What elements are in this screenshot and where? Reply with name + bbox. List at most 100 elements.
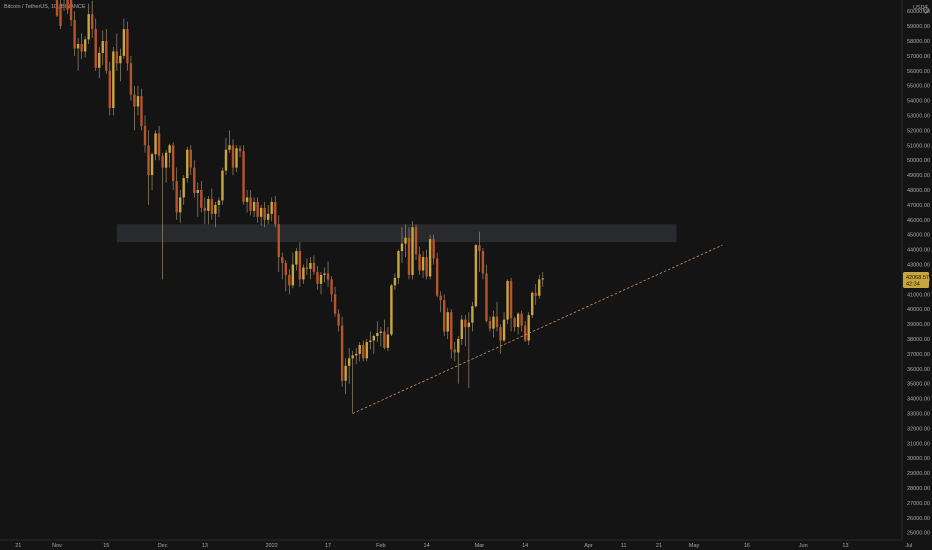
candle[interactable] <box>312 255 316 275</box>
candle[interactable] <box>397 249 400 284</box>
candle[interactable] <box>386 327 390 351</box>
candle[interactable] <box>379 327 383 347</box>
candle[interactable] <box>326 261 330 287</box>
resistance-zone[interactable] <box>116 224 677 243</box>
candle[interactable] <box>407 227 411 280</box>
candle[interactable] <box>207 195 210 225</box>
candle[interactable] <box>235 145 238 173</box>
candle[interactable] <box>355 347 358 365</box>
candle[interactable] <box>495 301 499 332</box>
candle[interactable] <box>369 331 372 350</box>
candle[interactable] <box>541 271 544 287</box>
candle[interactable] <box>274 195 277 228</box>
candle[interactable] <box>284 260 287 292</box>
candle[interactable] <box>115 33 119 71</box>
candle[interactable] <box>133 85 136 131</box>
candle[interactable] <box>231 139 235 176</box>
candle[interactable] <box>464 315 467 347</box>
ascending-trendline[interactable] <box>352 244 723 414</box>
candle[interactable] <box>94 18 97 71</box>
candle[interactable] <box>330 276 333 302</box>
candle[interactable] <box>91 0 94 39</box>
candle[interactable] <box>362 340 365 362</box>
candle[interactable] <box>365 339 368 362</box>
candle[interactable] <box>80 33 83 59</box>
candle[interactable] <box>259 204 263 226</box>
candle[interactable] <box>492 310 495 338</box>
candle[interactable] <box>457 336 460 384</box>
candle[interactable] <box>228 130 231 153</box>
resistance-zone-box[interactable] <box>116 224 677 243</box>
candle[interactable] <box>520 310 523 332</box>
candle[interactable] <box>263 201 266 228</box>
candle[interactable] <box>295 248 298 271</box>
candle[interactable] <box>119 48 122 82</box>
candle[interactable] <box>425 249 428 280</box>
candle[interactable] <box>196 182 199 217</box>
candle[interactable] <box>203 197 207 225</box>
candle[interactable] <box>161 152 164 280</box>
candle[interactable] <box>288 268 291 295</box>
candle[interactable] <box>340 316 344 387</box>
candle[interactable] <box>485 264 488 323</box>
candlestick-series[interactable] <box>55 0 544 414</box>
candle[interactable] <box>101 30 104 65</box>
candle[interactable] <box>83 36 87 58</box>
candle[interactable] <box>509 277 513 332</box>
candle[interactable] <box>175 167 178 220</box>
candle[interactable] <box>252 197 256 217</box>
settings-icon[interactable] <box>923 6 930 14</box>
candle[interactable] <box>270 197 273 222</box>
candle[interactable] <box>376 321 379 342</box>
candle[interactable] <box>143 115 147 153</box>
candle[interactable] <box>446 307 449 339</box>
candle[interactable] <box>126 21 129 71</box>
candle[interactable] <box>337 309 340 332</box>
candle[interactable] <box>108 61 111 116</box>
candle[interactable] <box>523 321 527 342</box>
candle[interactable] <box>221 167 224 205</box>
candle[interactable] <box>467 312 471 389</box>
candle[interactable] <box>393 273 397 290</box>
candle[interactable] <box>291 252 295 289</box>
candle[interactable] <box>474 243 478 308</box>
candle[interactable] <box>333 286 337 317</box>
candle[interactable] <box>136 85 140 116</box>
candle[interactable] <box>154 130 157 161</box>
candle[interactable] <box>527 312 530 345</box>
candle[interactable] <box>186 146 189 183</box>
candle[interactable] <box>249 190 252 216</box>
candle[interactable] <box>200 181 203 213</box>
candle[interactable] <box>460 315 463 345</box>
candle[interactable] <box>98 46 101 79</box>
candle[interactable] <box>179 190 182 223</box>
candle[interactable] <box>499 324 502 354</box>
candle[interactable] <box>76 38 80 71</box>
candle[interactable] <box>182 175 185 205</box>
candle[interactable] <box>217 197 221 217</box>
candle[interactable] <box>112 46 115 116</box>
candle[interactable] <box>432 234 435 265</box>
candle[interactable] <box>309 257 312 280</box>
candle[interactable] <box>267 204 270 225</box>
candle[interactable] <box>435 252 439 298</box>
candle[interactable] <box>471 301 474 332</box>
candle[interactable] <box>351 350 354 414</box>
candle[interactable] <box>323 267 326 283</box>
candle[interactable] <box>210 188 214 220</box>
candle[interactable] <box>66 0 69 15</box>
candle[interactable] <box>63 0 65 12</box>
candle[interactable] <box>414 224 418 261</box>
candle[interactable] <box>140 88 143 131</box>
time-axis[interactable]: 21 Nov 15 Dec 13 2022 17 Feb 14 Mar 14 Apr 11 21 May 16… <box>15 543 912 549</box>
candle[interactable] <box>439 291 442 313</box>
candle[interactable] <box>400 227 404 264</box>
candle[interactable] <box>164 149 168 183</box>
candle[interactable] <box>488 316 492 332</box>
candle[interactable] <box>316 265 319 290</box>
candle[interactable] <box>214 201 217 228</box>
candle[interactable] <box>168 143 171 168</box>
candle[interactable] <box>157 125 161 161</box>
candle[interactable] <box>358 341 361 362</box>
